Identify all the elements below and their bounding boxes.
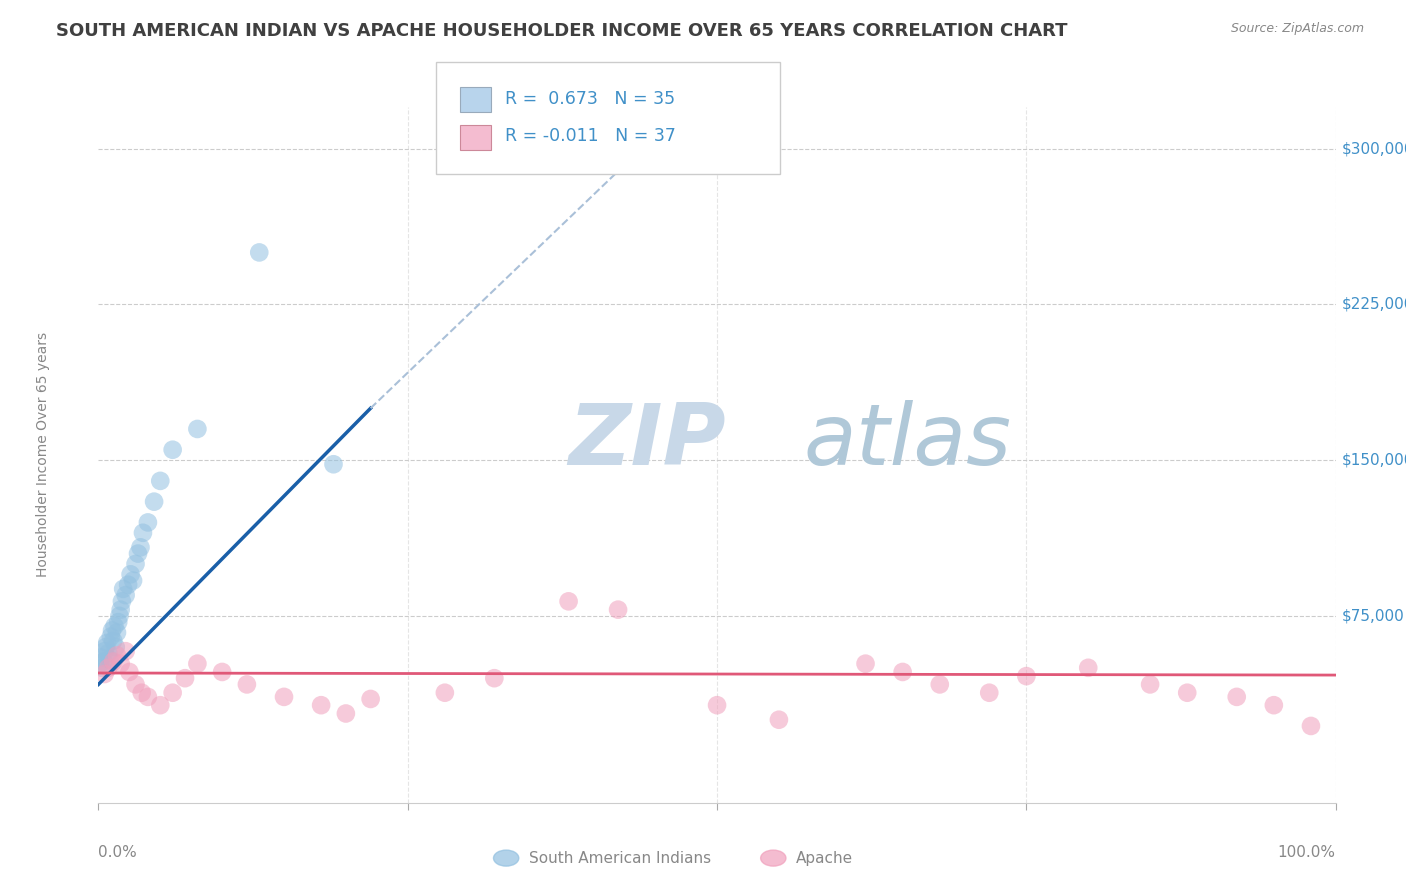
Point bbox=[335, 706, 357, 721]
Point bbox=[107, 615, 129, 629]
Point bbox=[979, 686, 1001, 700]
Point bbox=[309, 698, 332, 713]
Point bbox=[112, 582, 135, 596]
Point bbox=[98, 652, 121, 666]
Point bbox=[97, 661, 120, 675]
Point bbox=[928, 677, 950, 691]
Point bbox=[174, 671, 197, 685]
Point bbox=[484, 671, 506, 685]
Point bbox=[162, 686, 184, 700]
Text: Source: ZipAtlas.com: Source: ZipAtlas.com bbox=[1230, 22, 1364, 36]
Point bbox=[855, 657, 877, 671]
Text: Apache: Apache bbox=[796, 851, 853, 865]
Point bbox=[149, 474, 172, 488]
Point bbox=[1226, 690, 1249, 704]
Point bbox=[122, 574, 145, 588]
Text: ZIP: ZIP bbox=[568, 400, 727, 483]
Point bbox=[101, 624, 124, 638]
Point bbox=[108, 608, 131, 623]
Text: $150,000: $150,000 bbox=[1341, 452, 1406, 467]
Text: R =  0.673   N = 35: R = 0.673 N = 35 bbox=[505, 90, 675, 108]
Point bbox=[111, 594, 134, 608]
Point bbox=[1175, 686, 1198, 700]
Text: atlas: atlas bbox=[804, 400, 1012, 483]
Point bbox=[131, 686, 153, 700]
Point bbox=[94, 640, 117, 654]
Text: SOUTH AMERICAN INDIAN VS APACHE HOUSEHOLDER INCOME OVER 65 YEARS CORRELATION CHA: SOUTH AMERICAN INDIAN VS APACHE HOUSEHOL… bbox=[56, 22, 1067, 40]
Point bbox=[90, 650, 112, 665]
Point bbox=[103, 619, 125, 633]
Point bbox=[97, 646, 120, 660]
Point bbox=[891, 665, 914, 679]
Text: $225,000: $225,000 bbox=[1341, 297, 1406, 312]
Point bbox=[322, 457, 344, 471]
Point bbox=[120, 567, 142, 582]
Text: Householder Income Over 65 years: Householder Income Over 65 years bbox=[35, 333, 49, 577]
Point bbox=[93, 655, 115, 669]
Point bbox=[118, 665, 141, 679]
Point bbox=[124, 677, 146, 691]
Point bbox=[1263, 698, 1285, 713]
Point bbox=[273, 690, 295, 704]
Point bbox=[1299, 719, 1322, 733]
Point bbox=[124, 557, 146, 571]
Point bbox=[129, 541, 152, 555]
Point bbox=[89, 657, 111, 671]
Point bbox=[557, 594, 579, 608]
Point bbox=[607, 602, 630, 616]
Point bbox=[706, 698, 728, 713]
Point bbox=[211, 665, 233, 679]
Point bbox=[136, 516, 159, 530]
Text: $300,000: $300,000 bbox=[1341, 141, 1406, 156]
Text: 0.0%: 0.0% bbox=[98, 845, 138, 860]
Point bbox=[236, 677, 259, 691]
Point bbox=[114, 588, 136, 602]
Point bbox=[103, 633, 125, 648]
Point bbox=[143, 494, 166, 508]
Point bbox=[1139, 677, 1161, 691]
Point bbox=[1077, 661, 1099, 675]
Point bbox=[105, 648, 128, 663]
Text: 100.0%: 100.0% bbox=[1278, 845, 1336, 860]
Point bbox=[768, 713, 790, 727]
Point bbox=[186, 422, 208, 436]
Point bbox=[132, 525, 155, 540]
Point bbox=[96, 636, 118, 650]
Point bbox=[114, 644, 136, 658]
Point bbox=[104, 640, 127, 654]
Point bbox=[186, 657, 208, 671]
Point bbox=[110, 657, 132, 671]
Point bbox=[162, 442, 184, 457]
Point bbox=[117, 578, 139, 592]
Point bbox=[360, 692, 382, 706]
Point bbox=[91, 661, 114, 675]
Point bbox=[100, 630, 122, 644]
Point bbox=[93, 667, 115, 681]
Text: $75,000: $75,000 bbox=[1341, 608, 1405, 624]
Point bbox=[136, 690, 159, 704]
Point bbox=[127, 547, 149, 561]
Point bbox=[103, 655, 125, 669]
Point bbox=[1015, 669, 1038, 683]
Point bbox=[110, 602, 132, 616]
Point bbox=[247, 245, 270, 260]
Text: South American Indians: South American Indians bbox=[529, 851, 711, 865]
Point bbox=[93, 644, 115, 658]
Point bbox=[105, 625, 128, 640]
Point bbox=[433, 686, 456, 700]
Point bbox=[149, 698, 172, 713]
Text: R = -0.011   N = 37: R = -0.011 N = 37 bbox=[505, 128, 676, 145]
